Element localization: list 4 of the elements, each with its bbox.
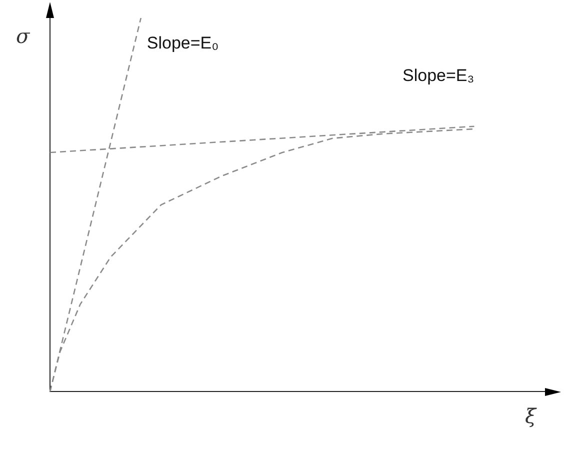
y-axis-title: σ: [16, 24, 30, 48]
x-axis-title: ξ: [525, 404, 536, 428]
annotation: Slope=E₃: [402, 66, 474, 86]
annotation: Slope=E₀: [146, 34, 219, 53]
